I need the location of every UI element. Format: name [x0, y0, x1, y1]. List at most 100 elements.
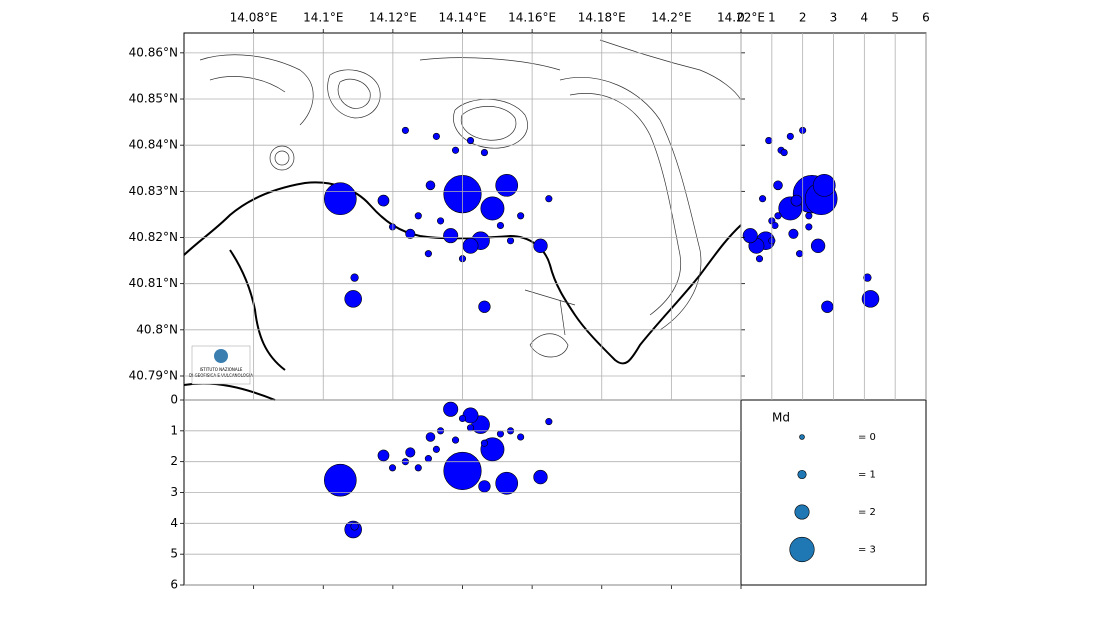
event-map — [462, 237, 479, 254]
event-lat-depth — [755, 255, 764, 263]
event-lon-depth — [533, 469, 548, 485]
event-map — [451, 146, 460, 154]
x-tick-label: 14.22°E — [717, 11, 765, 25]
depth-tick-label: 1 — [768, 11, 776, 25]
event-lat-depth — [790, 194, 803, 207]
depth-tick-label: 3 — [830, 11, 838, 25]
contour — [199, 54, 561, 126]
event-lat-depth — [774, 212, 782, 220]
y-tick-label: 40.83°N — [129, 184, 178, 198]
x-tick-label: 14.1°E — [303, 11, 343, 25]
legend-frame — [740, 399, 927, 586]
event-lat-depth — [786, 132, 794, 140]
event-map — [350, 273, 359, 282]
event-lon-depth — [424, 455, 432, 463]
legend-marker — [797, 469, 807, 480]
event-lon-depth — [388, 464, 397, 472]
legend-marker — [794, 504, 810, 520]
x-tick-label: 14.14°E — [439, 11, 487, 25]
event-lon-depth — [405, 447, 416, 458]
event-lon-depth — [443, 401, 459, 417]
contour — [524, 289, 576, 358]
event-lat-depth — [810, 238, 826, 253]
event-lon-depth — [425, 432, 436, 442]
legend-label: = 1 — [858, 470, 876, 481]
event-lat-depth — [863, 273, 872, 282]
y-tick-label: 40.8°N — [136, 322, 178, 336]
event-lon-depth — [323, 463, 357, 497]
event-lon-depth — [496, 430, 505, 438]
event-map — [496, 221, 505, 230]
event-lat-depth — [796, 250, 804, 258]
depth-tick-label: 4 — [170, 516, 178, 530]
event-lon-depth — [478, 480, 491, 493]
x-tick-label: 14.16°E — [508, 11, 556, 25]
event-lon-depth — [377, 449, 390, 462]
event-lon-depth — [458, 414, 467, 423]
contour — [559, 39, 742, 331]
logo-text: DI GEOFISICA E VULCANOLOGIA — [189, 373, 253, 378]
depth-tick-label: 4 — [861, 11, 869, 25]
event-map — [424, 250, 432, 258]
event-map — [405, 228, 416, 239]
event-lat-depth — [861, 290, 880, 308]
event-map — [443, 228, 459, 244]
event-lat-depth — [805, 212, 813, 220]
event-map — [401, 126, 409, 134]
depth-tick-label: 3 — [170, 485, 178, 499]
y-tick-label: 40.84°N — [129, 138, 178, 152]
event-map — [545, 195, 553, 203]
event-map — [480, 196, 505, 221]
event-lon-depth — [495, 471, 519, 495]
event-map — [377, 194, 390, 207]
basemap: ISTITUTO NAZIONALE DI GEOFISICA E VULCAN… — [183, 39, 742, 401]
depth-tick-label: 0 — [170, 393, 178, 407]
contour — [327, 69, 381, 119]
event-lat-depth — [765, 137, 773, 145]
legend-title: Md — [772, 411, 790, 425]
event-lat-depth — [759, 195, 767, 203]
event-map — [323, 182, 357, 216]
y-tick-label: 40.82°N — [129, 230, 178, 244]
event-map — [344, 290, 362, 308]
event-lon-depth — [517, 433, 525, 441]
x-tick-label: 14.08°E — [230, 11, 278, 25]
event-lat-depth — [771, 221, 779, 230]
event-map — [414, 212, 422, 220]
depth-tick-label: 5 — [891, 11, 899, 25]
event-lon-depth — [451, 436, 460, 444]
event-lon-depth — [466, 424, 475, 432]
depth-tick-label: 2 — [799, 11, 807, 25]
event-lat-depth — [821, 300, 834, 313]
event-map — [478, 300, 491, 313]
coastline — [183, 181, 742, 365]
legend-label: = 3 — [858, 545, 876, 556]
event-map — [517, 212, 525, 220]
event-map — [466, 137, 475, 145]
legend-label: = 0 — [858, 432, 876, 443]
event-lon-depth — [480, 439, 488, 447]
y-tick-label: 40.86°N — [129, 45, 178, 59]
y-tick-label: 40.81°N — [129, 276, 178, 290]
x-tick-label: 14.18°E — [578, 11, 626, 25]
event-lon-depth — [545, 418, 553, 426]
event-map — [495, 173, 519, 197]
y-tick-label: 40.79°N — [129, 368, 178, 382]
event-lat-depth — [805, 223, 813, 231]
legend-marker — [799, 434, 805, 440]
depth-tick-label: 2 — [170, 454, 178, 468]
logo-icon — [214, 349, 228, 363]
event-map — [432, 132, 440, 140]
depth-tick-label: 6 — [170, 578, 178, 592]
event-lat-depth — [788, 228, 799, 239]
event-map — [506, 237, 515, 245]
contour — [269, 145, 295, 171]
x-tick-label: 14.2°E — [651, 11, 691, 25]
depth-tick-label: 5 — [170, 547, 178, 561]
event-map — [437, 217, 445, 225]
x-tick-label: 14.12°E — [369, 11, 417, 25]
event-lon-depth — [414, 464, 422, 472]
event-map — [480, 149, 488, 157]
contour — [453, 99, 528, 149]
